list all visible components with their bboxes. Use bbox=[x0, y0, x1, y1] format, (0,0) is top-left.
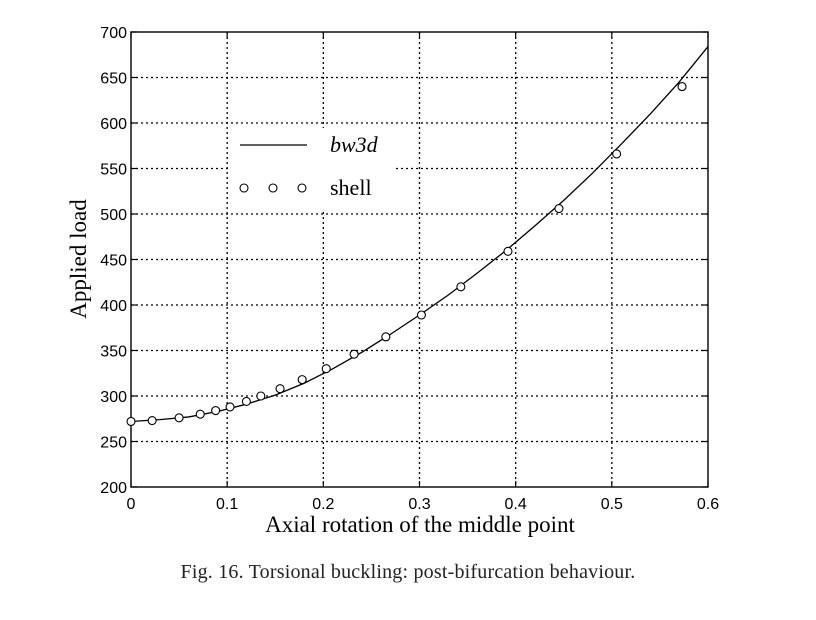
legend-marker-swatch bbox=[268, 183, 278, 193]
legend-label-shell: shell bbox=[330, 175, 372, 200]
x-tick-label: 0.2 bbox=[312, 496, 334, 513]
data-point-shell bbox=[174, 413, 184, 423]
data-point-shell bbox=[349, 349, 359, 359]
data-point-shell bbox=[503, 246, 513, 256]
data-point-shell bbox=[147, 416, 157, 426]
y-tick-label: 450 bbox=[100, 253, 127, 270]
data-point-shell bbox=[381, 332, 391, 342]
series-layer bbox=[126, 46, 709, 427]
y-tick-label: 700 bbox=[100, 25, 127, 42]
data-point-shell bbox=[612, 149, 622, 159]
legend-label-bw3d: bw3d bbox=[330, 132, 379, 157]
y-tick-label: 550 bbox=[100, 162, 127, 179]
data-point-shell bbox=[241, 396, 251, 407]
data-point-shell bbox=[554, 203, 564, 214]
data-point-shell bbox=[195, 409, 205, 419]
x-tick-label: 0 bbox=[127, 496, 136, 513]
legend-background bbox=[228, 128, 396, 210]
data-point-shell bbox=[321, 364, 331, 374]
x-tick-label: 0.3 bbox=[408, 496, 430, 513]
y-tick-label: 600 bbox=[100, 116, 127, 133]
x-axis-label: Axial rotation of the middle point bbox=[265, 512, 575, 537]
y-tick-label: 350 bbox=[100, 344, 127, 361]
y-axis-label: Applied load bbox=[66, 199, 91, 319]
legend-marker-swatch bbox=[239, 183, 249, 193]
data-point-shell bbox=[225, 402, 235, 412]
x-tick-label: 0.5 bbox=[601, 496, 623, 513]
grid-layer bbox=[131, 32, 708, 487]
y-tick-label: 250 bbox=[100, 435, 127, 452]
axis-layer: 0 0.1 0.2 0.3 0.4 0.5 0.6 200 250 300 350 400 450 500… bbox=[100, 25, 719, 513]
y-tick-label: 500 bbox=[100, 207, 127, 224]
data-point-shell bbox=[297, 375, 307, 385]
chart: 0 0.1 0.2 0.3 0.4 0.5 0.6 200 250 300 350 400 450 500… bbox=[66, 25, 719, 537]
x-tick-label: 0.1 bbox=[216, 496, 238, 513]
legend-marker-swatch bbox=[297, 183, 307, 193]
legend-layer: bw3d shell bbox=[228, 128, 396, 210]
y-tick-label: 650 bbox=[100, 71, 127, 88]
data-point-shell bbox=[211, 406, 221, 416]
figure-caption: Fig. 16. Torsional buckling: post-bifurc… bbox=[180, 561, 636, 583]
plot-frame bbox=[130, 31, 709, 488]
data-point-shell bbox=[275, 384, 285, 394]
data-point-shell bbox=[256, 391, 266, 401]
data-point-shell bbox=[126, 416, 136, 427]
y-tick-label: 400 bbox=[100, 298, 127, 315]
x-tick-label: 0.6 bbox=[697, 496, 719, 513]
y-tick-label: 200 bbox=[100, 480, 127, 497]
data-point-shell bbox=[677, 82, 687, 92]
data-point-shell bbox=[456, 282, 466, 292]
data-point-shell bbox=[416, 310, 426, 320]
x-tick-label: 0.4 bbox=[505, 496, 527, 513]
y-tick-label: 300 bbox=[100, 389, 127, 406]
